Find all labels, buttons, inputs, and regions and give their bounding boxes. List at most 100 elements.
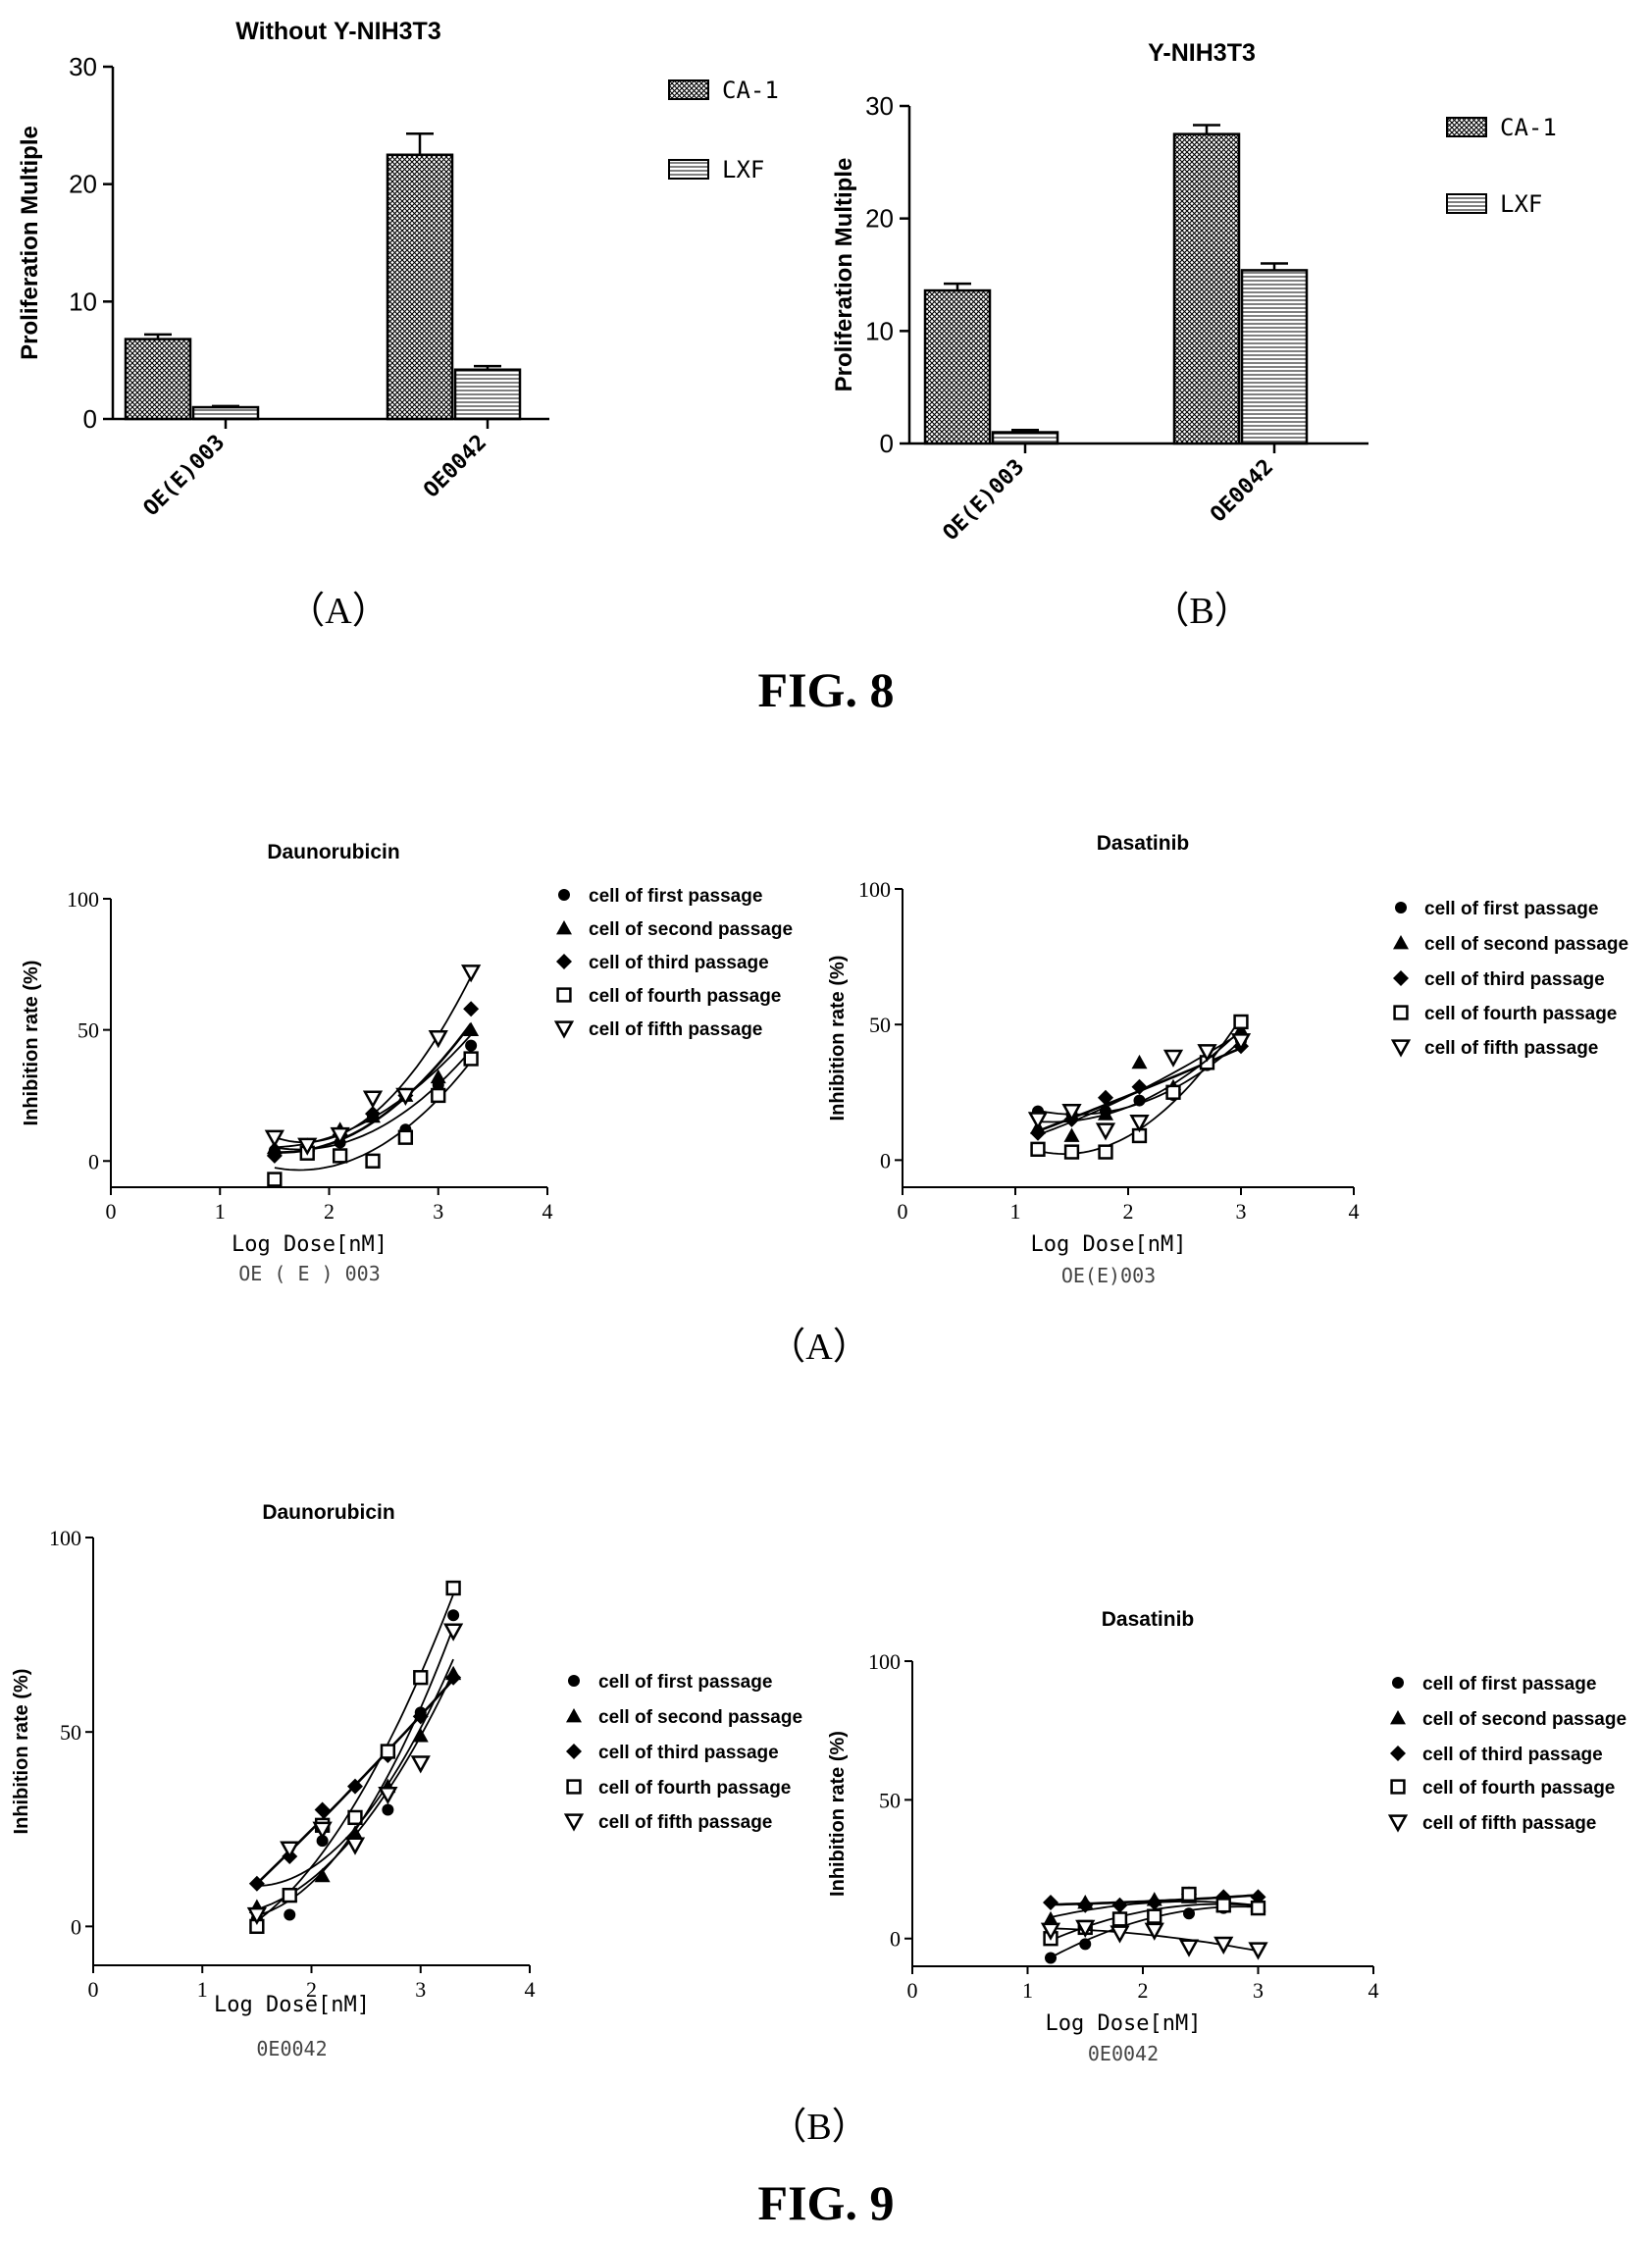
fig8b-y-axis-label: Proliferation Multiple xyxy=(831,158,857,392)
fig8a-y-tick-label: 0 xyxy=(83,404,97,434)
fig8a-chart: Without Υ-NIH3T3 0 10 20 30 Proliferation Mul… xyxy=(17,18,779,521)
fig8-label: FIG. 8 xyxy=(758,662,895,717)
fig8a-bar-lxf xyxy=(453,368,522,421)
fig9b2-y-tick-label: 100 xyxy=(868,1649,901,1674)
fig8a-legend-swatch xyxy=(668,79,709,100)
fig9b2-legend-diamond-marker xyxy=(1390,1746,1406,1761)
fig8b-legend-label: CA-1 xyxy=(1500,114,1557,141)
fig9b2-triangle-down-open-marker xyxy=(1213,1936,1234,1955)
fig8a-bar-ca1 xyxy=(124,338,192,421)
fig9a1-square-open-marker xyxy=(267,1172,283,1187)
fig9a2-x-tick-label: 1 xyxy=(1010,1199,1021,1224)
fig9b1-square-open-marker xyxy=(445,1580,461,1596)
fig8b-bar-ca1 xyxy=(923,288,992,445)
fig9b1-circle-marker xyxy=(284,1908,296,1921)
fig9a1-triangle-down-open-marker xyxy=(330,1126,350,1146)
fig9b1-chart: Daunorubicin 0 50 100 0 1 2 3 4 Log Dose[nM] 0E004… xyxy=(11,1501,802,2060)
fig9a2-triangle-down-open-marker xyxy=(1061,1103,1082,1122)
fig9b2-triangle-down-open-marker xyxy=(1110,1925,1130,1944)
fig8a-legend-label: LXF xyxy=(722,156,764,183)
fig9b1-legend-triangle-down-open-marker xyxy=(563,1813,585,1832)
fig9b1-legend-label: cell of fifth passage xyxy=(598,1812,772,1833)
fig8a-y-tick-label: 30 xyxy=(69,52,97,81)
fig9a1-triangle-down-open-marker xyxy=(395,1087,416,1107)
fig9a1-triangle-down-open-marker xyxy=(297,1137,318,1156)
fig9b2-y-tick-label: 50 xyxy=(879,1788,901,1812)
fig9b2-triangle-down-open-marker xyxy=(1040,1922,1061,1941)
fig9a2-square-open-marker xyxy=(1233,1014,1249,1030)
fig9b1-triangle-down-open-marker xyxy=(280,1841,300,1859)
fig9b2-caption: 0E0042 xyxy=(1088,2042,1159,2065)
fig9a1-chart: Daunorubicin 0 50 100 0 1 2 3 4 Log Dose[nM] OE ( … xyxy=(21,841,793,1285)
fig9a2-triangle-up-marker xyxy=(1098,1106,1113,1121)
fig9b1-circle-marker xyxy=(447,1609,460,1622)
fig9a1-square-open-marker xyxy=(431,1087,446,1104)
fig9a1-triangle-down-open-marker xyxy=(362,1090,384,1109)
fig8b-y-tick-label: 0 xyxy=(880,429,894,458)
fig9a2-caption: OE(E)003 xyxy=(1061,1264,1156,1287)
fig9a1-diamond-marker xyxy=(463,1001,480,1017)
fig9b2-title: Dasatinib xyxy=(1102,1608,1195,1631)
fig9b2-diamond-marker xyxy=(1146,1894,1162,1910)
fig9a1-triangle-down-open-marker xyxy=(264,1129,284,1148)
fig9b2-legend-label: cell of second passage xyxy=(1422,1709,1626,1730)
fig9b2-x-tick-label: 4 xyxy=(1368,1978,1379,2003)
fig9b1-y-tick-label: 50 xyxy=(60,1720,81,1745)
fig9a2-triangle-down-open-marker xyxy=(1027,1112,1049,1130)
fig9a1-y-tick-label: 100 xyxy=(67,887,99,912)
fig9b1-triangle-up-marker xyxy=(314,1867,331,1883)
fig9a2-y-tick-label: 0 xyxy=(880,1148,891,1173)
fig9b2-y-axis-label: Inhibition rate (%) xyxy=(827,1731,849,1897)
fig9a2-legend-label: cell of fourth passage xyxy=(1424,1004,1617,1024)
fig9a1-y-tick-label: 0 xyxy=(88,1149,99,1173)
fig9b1-diamond-marker xyxy=(347,1778,363,1795)
fig9a1-x-tick-label: 1 xyxy=(215,1199,226,1224)
fig9a1-square-open-marker xyxy=(365,1153,381,1169)
fig9b2-legend-label: cell of fourth passage xyxy=(1422,1778,1615,1799)
fig9a2-x-tick-label: 4 xyxy=(1349,1199,1360,1224)
fig9a2-legend-square-open-marker xyxy=(1393,1005,1409,1020)
fig9b1-triangle-down-open-marker xyxy=(443,1623,464,1642)
fig9b1-legend-label: cell of first passage xyxy=(598,1672,772,1693)
fig9b2-x-tick-label: 0 xyxy=(907,1978,918,2003)
fig9b2-x-tick-label: 2 xyxy=(1138,1978,1149,2003)
fig9a1-x-tick-label: 2 xyxy=(324,1199,335,1224)
fig9b1-y-axis-label: Inhibition rate (%) xyxy=(11,1669,32,1835)
fig8b-category-label: OE(E)003 xyxy=(939,455,1030,547)
fig9a1-triangle-down-open-marker xyxy=(461,965,482,983)
fig9b1-x-tick-label: 2 xyxy=(306,1977,317,2002)
fig9b1-diamond-marker xyxy=(314,1801,331,1818)
fig9b1-triangle-down-open-marker xyxy=(312,1821,333,1840)
fig8a-legend-swatch xyxy=(668,159,709,180)
fig9b2-square-open-marker xyxy=(1181,1886,1197,1903)
fig9b1-x-tick-label: 0 xyxy=(88,1977,99,2002)
fig9a2-y-tick-label: 100 xyxy=(858,877,891,902)
fig9a1-legend-circle-marker xyxy=(558,889,570,901)
fig9a1-triangle-up-marker xyxy=(430,1069,446,1084)
fig9a2-triangle-down-open-marker xyxy=(1129,1115,1150,1133)
fig8a-bar-ca1 xyxy=(386,153,454,421)
fig9b1-legend-square-open-marker xyxy=(566,1779,582,1795)
fig8b-y-tick-label: 30 xyxy=(865,91,894,121)
fig8a-legend-label: CA-1 xyxy=(722,77,779,104)
fig9b1-x-tick-label: 4 xyxy=(525,1977,536,2002)
fig9a1-square-open-marker xyxy=(397,1129,414,1145)
fig9a2-y-tick-label: 50 xyxy=(869,1013,891,1037)
fig9a2-legend-label: cell of third passage xyxy=(1424,969,1605,990)
fig9b1-square-open-marker xyxy=(347,1809,363,1826)
fig9b2-circle-marker xyxy=(1183,1907,1195,1920)
fig9b2-legend-label: cell of first passage xyxy=(1422,1674,1596,1695)
fig9b1-y-tick-label: 0 xyxy=(71,1914,81,1939)
fig8a-bar-lxf xyxy=(191,405,260,421)
fig9b2-legend-label: cell of fifth passage xyxy=(1422,1813,1596,1834)
fig9a1-triangle-up-marker xyxy=(463,1021,480,1037)
fig9a1-x-axis-label: Log Dose[nM] xyxy=(232,1232,387,1257)
fig9b1-diamond-marker xyxy=(248,1875,265,1892)
fig9a2-diamond-marker xyxy=(1030,1124,1046,1141)
fig8b-legend-swatch xyxy=(1446,117,1487,137)
fig9a1-legend-label: cell of fifth passage xyxy=(589,1019,762,1040)
fig9a2-x-tick-label: 3 xyxy=(1236,1199,1247,1224)
fig9a2-x-tick-label: 2 xyxy=(1123,1199,1134,1224)
fig8-panel-b-caption: （B） xyxy=(1152,591,1251,632)
